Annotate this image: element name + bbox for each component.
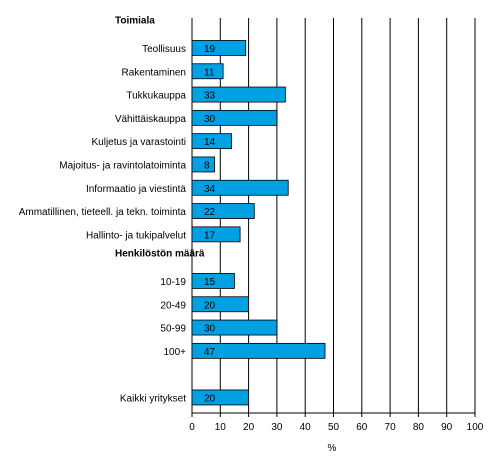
category-label: Vähittäiskauppa: [115, 114, 187, 125]
bar: [191, 63, 224, 80]
bar: [191, 226, 241, 243]
bar: [191, 342, 326, 359]
bar: [191, 133, 233, 150]
category-label: Ammatillinen, tieteell. ja tekn. toimint…: [19, 207, 187, 218]
bar-value-label: 19: [204, 44, 216, 55]
bar-value-label: 20: [204, 300, 216, 311]
category-label: Kaikki yritykset: [120, 393, 186, 404]
grid: [191, 18, 476, 413]
category-label: 100+: [163, 347, 186, 358]
x-tick-label: 80: [413, 422, 425, 433]
group-title: Henkilöstön määrä: [115, 249, 205, 260]
category-label: Kuljetus ja varastointi: [92, 137, 187, 148]
bar-value-label: 15: [204, 277, 216, 288]
bar-value-label: 14: [204, 137, 216, 148]
bar-value-label: 34: [204, 184, 216, 195]
x-tick-label: 50: [328, 422, 340, 433]
category-labels: Toimiala Teollisuus Rakentaminen Tukkukaupp…: [19, 16, 205, 405]
bar: [191, 40, 247, 56]
bar: [191, 109, 278, 126]
bar-value-label: 30: [204, 324, 216, 335]
category-label: 50-99: [160, 324, 186, 335]
bar: [191, 179, 289, 196]
category-label: Informaatio ja viestintä: [86, 184, 186, 195]
category-label: Tukkukauppa: [126, 91, 186, 102]
x-tick-label: 60: [356, 422, 368, 433]
x-axis: 0 10 20 30 40 50 60 70 80 90 100: [189, 412, 484, 433]
category-label: 20-49: [160, 300, 186, 311]
x-tick-label: 10: [215, 422, 227, 433]
category-label: 10-19: [160, 277, 186, 288]
bar: [191, 296, 249, 313]
bar-value-label: 20: [204, 393, 216, 404]
category-label: Teollisuus: [142, 44, 186, 55]
bar: [191, 273, 235, 289]
x-tick-label: 30: [271, 422, 283, 433]
bar: [191, 203, 255, 219]
x-tick-label: 100: [467, 422, 484, 433]
x-tick-label: 0: [189, 422, 195, 433]
bar-value-label: 11: [204, 67, 215, 78]
x-tick-label: 70: [385, 422, 397, 433]
bar-value-label: 47: [204, 347, 216, 358]
bar: [191, 389, 249, 406]
bar: [191, 156, 216, 173]
x-tick-label: 90: [441, 422, 453, 433]
category-label: Hallinto- ja tukipalvelut: [86, 230, 186, 241]
bar-value-label: 22: [204, 207, 216, 218]
bar-value-label: 8: [204, 160, 210, 171]
bar-value-label: 30: [204, 114, 216, 125]
bars: 19 11 33 30 14 8 34 22 17 15 20 30 47 20: [191, 40, 326, 406]
category-label: Rakentaminen: [122, 67, 186, 78]
x-tick-label: 40: [300, 422, 312, 433]
x-axis-title: %: [328, 443, 337, 454]
bar: [191, 319, 278, 336]
bar: [191, 86, 286, 103]
group-title: Toimiala: [115, 16, 155, 27]
bar-value-label: 33: [204, 91, 216, 102]
bar-value-label: 17: [204, 230, 216, 241]
x-tick-label: 20: [243, 422, 255, 433]
category-label: Majoitus- ja ravintolatoiminta: [59, 160, 186, 171]
